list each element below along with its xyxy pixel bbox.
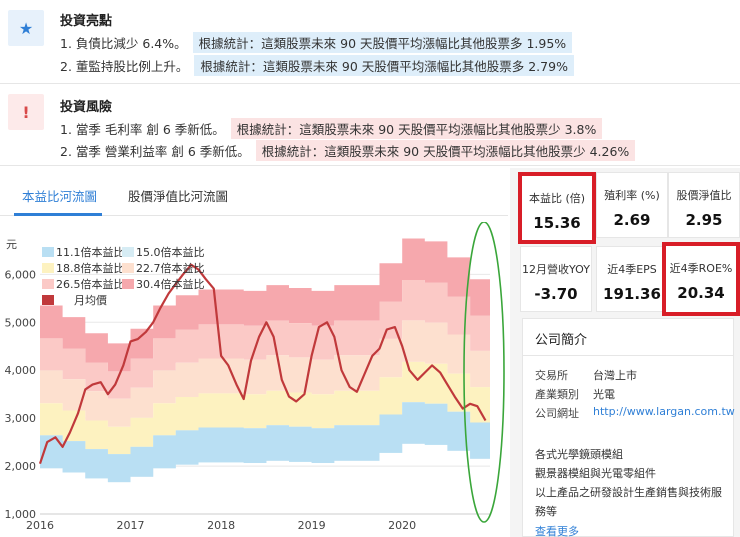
- x-tick-label: 2019: [298, 519, 326, 532]
- risk-text: 2. 當季 營業利益率 創 6 季新低。: [60, 144, 250, 159]
- metric-pb: 股價淨值比 2.95: [668, 172, 740, 238]
- legend-swatch: [42, 295, 54, 305]
- pe-river-chart: 1,000 2,000 3,000 4,000 5,000 6,000 元 2016 2017 2…: [0, 221, 510, 537]
- highlight-item: 1. 負債比減少 6.4%。 根據統計：這類股票未來 90 天股價平均漲幅比其他股…: [60, 32, 573, 53]
- x-tick-label: 2018: [207, 519, 235, 532]
- metric-label: 近4季EPS: [607, 263, 657, 276]
- band-30.4x: [40, 238, 490, 372]
- risk-item: 2. 當季 營業利益率 創 6 季新低。 根據統計：這類股票未來 90 天股價平均…: [60, 140, 636, 161]
- industry-label: 產業類別: [535, 388, 579, 401]
- risks-section: ! 投資風險 1. 當季 毛利率 創 6 季新低。 根據統計：這類股票未來 90 …: [0, 84, 740, 166]
- legend-label: 15.0倍本益比: [136, 245, 205, 259]
- risk-note: 根據統計：這類股票未來 90 天股價平均漲幅比其他股票少 3.8%: [230, 118, 603, 139]
- legend-swatch: [122, 247, 134, 257]
- legend-label: 18.8倍本益比: [56, 261, 125, 275]
- annotation-ellipse: [463, 221, 505, 523]
- metric-pe: 本益比 (倍) 15.36: [518, 172, 596, 244]
- legend-label: 11.1倍本益比: [56, 245, 125, 259]
- website-label: 公司網址: [535, 407, 579, 420]
- band-22.7x: [40, 320, 490, 427]
- exchange-label: 交易所: [535, 369, 568, 382]
- y-tick-label: 2,000: [5, 460, 37, 473]
- legend-swatch: [122, 263, 134, 273]
- legend-swatch: [42, 247, 54, 257]
- y-tick-label: 6,000: [5, 268, 37, 281]
- chart-svg: 1,000 2,000 3,000 4,000 5,000 6,000 元 2016 2017 2…: [5, 221, 505, 532]
- legend-swatch: [42, 279, 54, 289]
- x-tick-label: 2017: [117, 519, 145, 532]
- metric-eps: 近4季EPS 191.36: [596, 246, 668, 312]
- industry-value: 光電: [593, 388, 615, 401]
- desc-line: 觀景器模組與光電零組件: [535, 467, 656, 480]
- legend-swatch: [122, 279, 134, 289]
- tab-pb-river[interactable]: 股價淨值比河流圖: [128, 189, 229, 204]
- metric-value: 15.36: [533, 214, 581, 232]
- highlight-item: 2. 董監持股比例上升。 根據統計：這類股票未來 90 天股價平均漲幅比其他股票多…: [60, 55, 574, 76]
- highlights-title: 投資亮點: [60, 14, 113, 29]
- metric-yield: 殖利率 (%) 2.69: [596, 172, 668, 238]
- exchange-value: 台灣上市: [593, 369, 637, 382]
- y-tick-label: 3,000: [5, 412, 37, 425]
- x-tick-label: 2016: [26, 519, 54, 532]
- legend-label: 月均價: [74, 293, 107, 307]
- divider: [523, 355, 733, 356]
- desc-line: 以上產品之研發設計生產銷售與技術服: [535, 486, 722, 499]
- profile-title: 公司簡介: [535, 333, 588, 348]
- metric-label: 本益比 (倍): [528, 192, 586, 205]
- y-tick-label: 4,000: [5, 364, 37, 377]
- legend-label: 30.4倍本益比: [136, 277, 205, 291]
- highlights-section: ★ 投資亮點 1. 負債比減少 6.4%。 根據統計：這類股票未來 90 天股價平…: [0, 0, 740, 84]
- legend-label: 26.5倍本益比: [56, 277, 125, 291]
- band-11.1x-fill: [40, 402, 490, 483]
- risk-text: 1. 當季 毛利率 創 6 季新低。: [60, 122, 225, 137]
- metric-value: 20.34: [677, 284, 725, 302]
- metric-label: 股價淨值比: [676, 189, 732, 202]
- tab-pe-river[interactable]: 本益比河流圖: [22, 189, 98, 204]
- risks-title: 投資風險: [60, 100, 113, 115]
- metric-revenue-yoy: 12月營收YOY -3.70: [520, 246, 592, 312]
- chart-tabs: 本益比河流圖 股價淨值比河流圖: [0, 168, 508, 216]
- company-profile: 公司簡介 交易所 台灣上市 產業類別 光電 公司網址 http://www.la…: [522, 318, 735, 537]
- star-icon: ★: [8, 10, 44, 46]
- legend-swatch: [42, 263, 54, 273]
- legend-label: 22.7倍本益比: [136, 261, 205, 275]
- see-more-link[interactable]: 查看更多: [535, 525, 579, 537]
- highlight-note: 根據統計：這類股票未來 90 天股價平均漲幅比其他股票多 1.95%: [192, 32, 573, 53]
- x-tick-label: 2020: [388, 519, 416, 532]
- highlight-text: 1. 負債比減少 6.4%。: [60, 36, 187, 51]
- exclamation-icon: !: [8, 94, 44, 130]
- highlight-text: 2. 董監持股比例上升。: [60, 59, 189, 74]
- website-link[interactable]: http://www.largan.com.tw: [593, 405, 735, 418]
- highlight-note: 根據統計：這類股票未來 90 天股價平均漲幅比其他股票多 2.79%: [194, 55, 574, 76]
- price-line: [38, 263, 487, 465]
- metric-value: 2.69: [613, 211, 651, 229]
- desc-line: 各式光學鏡頭模組: [535, 448, 623, 461]
- active-tab-indicator: [14, 213, 102, 216]
- metric-label: 近4季ROE%: [669, 262, 733, 275]
- desc-line: 務等: [535, 505, 557, 518]
- risk-item: 1. 當季 毛利率 創 6 季新低。 根據統計：這類股票未來 90 天股價平均漲幅…: [60, 118, 603, 139]
- y-tick-label: 5,000: [5, 316, 37, 329]
- band-26.5x: [40, 280, 490, 399]
- y-tick-label: 1,000: [5, 508, 37, 521]
- metric-roe: 近4季ROE% 20.34: [662, 242, 740, 316]
- metric-label: 12月營收YOY: [522, 263, 590, 276]
- risk-note: 根據統計：這類股票未來 90 天股價平均漲幅比其他股票少 4.26%: [255, 140, 636, 161]
- metric-value: -3.70: [534, 285, 578, 303]
- metric-value: 191.36: [603, 285, 661, 303]
- band-18.8x: [40, 361, 490, 455]
- metric-label: 殖利率 (%): [604, 189, 660, 202]
- y-axis-label: 元: [6, 238, 17, 251]
- metric-value: 2.95: [685, 211, 723, 229]
